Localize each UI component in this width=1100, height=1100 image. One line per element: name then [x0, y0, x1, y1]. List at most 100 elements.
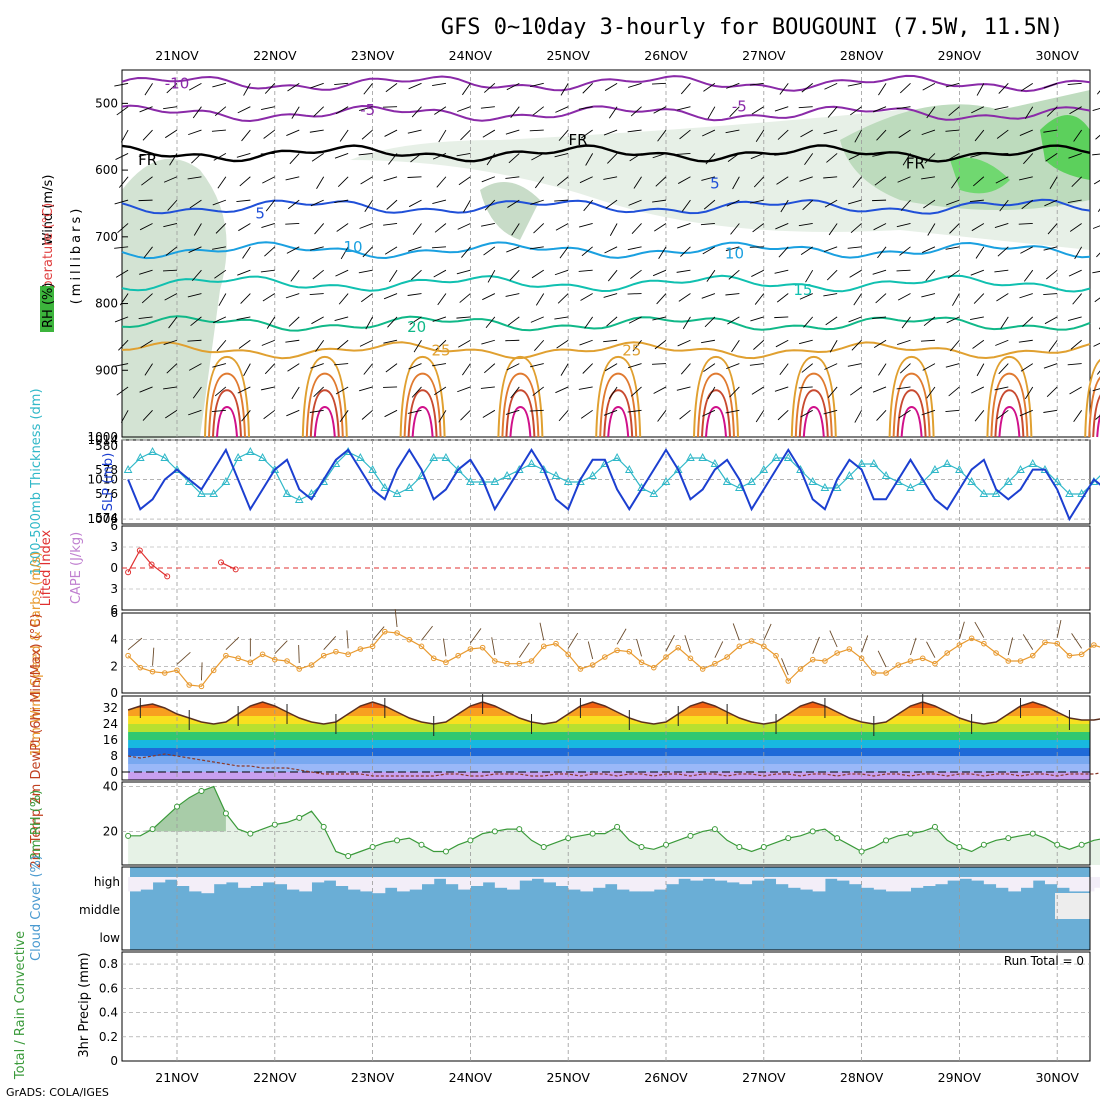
rh-point: [418, 841, 425, 848]
wind-barb: [1093, 179, 1100, 185]
cloud-high-gap: [140, 877, 154, 890]
wind-barb: [238, 223, 251, 232]
wind-barb: [800, 409, 813, 418]
wind-barb: [456, 152, 471, 157]
wind-barb: [994, 223, 1009, 229]
wind-barb: [726, 82, 740, 89]
diurnal-contour: [509, 405, 532, 438]
thickness-point: [906, 482, 915, 491]
wind10m-point: [602, 654, 608, 660]
cloud-high-gap: [348, 877, 361, 890]
wind-barb: [1019, 293, 1033, 299]
wind-barb: [994, 269, 1009, 273]
cloud-high-gap: [947, 877, 960, 881]
wind-barb: [1000, 316, 1009, 329]
thickness-point: [209, 488, 219, 497]
wind-barb: [310, 199, 324, 207]
temp2m-panel-frame: [121, 695, 1091, 781]
cloud-high-gap: [1032, 877, 1046, 881]
diurnal-contour: [305, 372, 344, 438]
isotherm-25: [121, 341, 1091, 360]
wind-barb: [461, 246, 471, 258]
wind-barb: [457, 223, 471, 230]
temp2m-axis-label: 2m Temp 2m DewPt (6hr Min/Max) (°C): [29, 614, 44, 869]
wind-barb: [853, 293, 862, 306]
wind-barb: [411, 386, 422, 398]
wind-barb: [385, 82, 398, 93]
wind-barb: [1068, 316, 1082, 321]
wind10m-barb: [567, 632, 579, 649]
temp-tick-24: 24: [103, 717, 118, 731]
wind-barb: [163, 386, 178, 390]
wind-barb: [1094, 297, 1100, 303]
wind-barb: [115, 269, 129, 278]
rh-point: [247, 830, 254, 837]
wind-barb: [483, 83, 496, 93]
cloud-high-gap: [250, 877, 264, 886]
wind10m-barb: [616, 628, 627, 645]
diurnal-contour: [403, 372, 442, 438]
wind-barb: [1043, 246, 1058, 251]
thickness-point: [832, 482, 842, 491]
wind-barb: [823, 293, 838, 297]
wind-barb: [505, 409, 520, 415]
wind-barb: [335, 269, 349, 277]
cloud-high-gap: [678, 877, 691, 879]
wind-barb: [996, 129, 1009, 139]
thickness-point: [392, 488, 402, 497]
wind-barb: [432, 199, 447, 204]
wind-barb: [848, 199, 862, 205]
thickness-point: [808, 476, 818, 485]
wind-barb: [609, 223, 618, 236]
wind10m-barb: [812, 636, 820, 654]
wind-barb: [385, 363, 398, 373]
wind10m-point: [932, 660, 938, 667]
wind-barb: [364, 199, 373, 212]
wind-barb: [434, 106, 447, 115]
wind10m-point: [296, 666, 303, 672]
cloud-high-gap: [849, 877, 863, 885]
temp-band: [128, 708, 1090, 716]
wind-barb: [291, 106, 300, 119]
wind-barb: [114, 199, 129, 205]
thickness-point: [221, 476, 231, 485]
wind-barb: [214, 269, 227, 279]
rh-color-key: [40, 286, 54, 332]
wind-barb: [994, 106, 1009, 111]
wind-barb: [925, 269, 936, 282]
wind-barb: [1047, 223, 1058, 235]
wind-barb: [970, 152, 984, 158]
wind-barb: [898, 409, 911, 419]
wind-barb: [628, 363, 642, 369]
cloud-high-gap: [934, 877, 948, 885]
upper-air-ylabels: Wind (m/s) Temperature (°C) RH (%) (mill…: [40, 175, 84, 332]
wind-barb: [139, 386, 153, 393]
wind-barb: [408, 199, 422, 208]
pressure-tick-1000: 1000: [87, 430, 118, 444]
wind-barb: [873, 339, 887, 349]
wind-barb: [802, 199, 814, 211]
diurnal-contour: [607, 405, 630, 438]
wind-barb: [945, 82, 960, 88]
wind-barb: [656, 293, 667, 305]
wind-barb: [652, 269, 667, 277]
thickness-point: [857, 458, 866, 467]
wind-barb: [483, 246, 496, 256]
contour-label: 10: [343, 238, 362, 256]
diurnal-contour: [794, 372, 833, 438]
wind-barb: [1067, 82, 1082, 86]
wind-barb: [651, 82, 667, 85]
thickness-point: [356, 452, 365, 461]
wind-barb: [165, 129, 178, 139]
wind-barb: [334, 363, 349, 366]
wind10m-barb: [636, 638, 642, 657]
diurnal-contour: [216, 405, 238, 438]
rh-point: [711, 826, 718, 833]
wind-barb: [998, 83, 1009, 94]
wind-barb: [337, 339, 349, 350]
wind-barb: [1046, 386, 1058, 398]
temp-band: [128, 740, 1090, 748]
wind-barb: [383, 293, 398, 300]
thickness-point: [735, 482, 744, 491]
wind-barb: [872, 386, 887, 393]
